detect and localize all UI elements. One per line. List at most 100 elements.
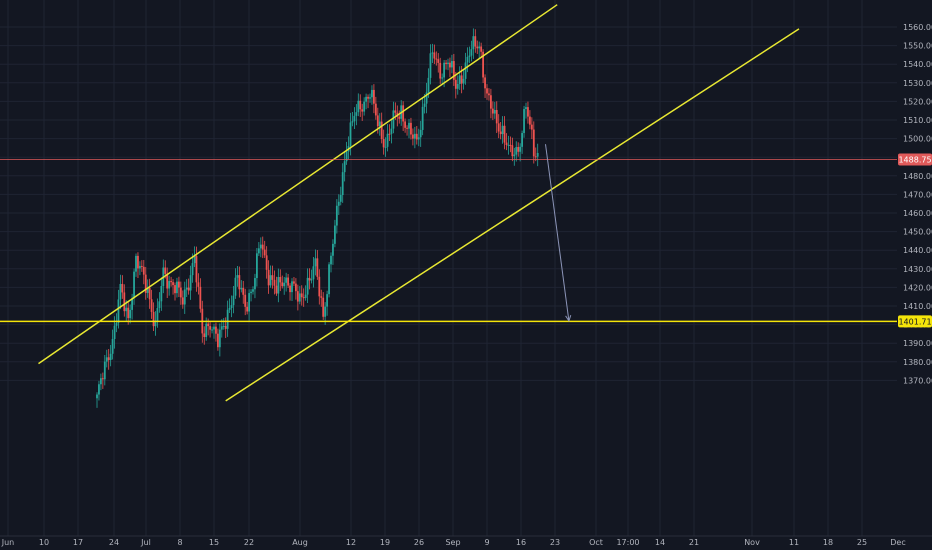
candle [234, 268, 237, 299]
candle [115, 313, 118, 333]
candle [238, 266, 241, 298]
x-tick-label: 18 [823, 538, 833, 547]
candle [332, 239, 334, 265]
candle [283, 276, 286, 295]
price-axis-panel[interactable] [897, 0, 932, 536]
time-axis-panel[interactable] [0, 536, 932, 550]
current-price-badge: 1488.75 [898, 153, 932, 166]
candle [285, 272, 288, 292]
candle [172, 279, 174, 295]
candle [295, 278, 297, 300]
y-tick-label: 1560.00 [903, 23, 932, 32]
candle [189, 265, 192, 300]
candle [335, 199, 338, 234]
candle [289, 283, 291, 301]
candle [425, 82, 428, 114]
candle [277, 268, 280, 303]
candle [121, 275, 124, 299]
candle [452, 53, 455, 86]
candle [213, 323, 215, 339]
projection-arrow-head [565, 315, 572, 323]
candle [183, 281, 186, 314]
candle [300, 285, 303, 306]
candle [105, 349, 108, 368]
candle [486, 84, 488, 100]
candle [304, 285, 307, 301]
candle [431, 43, 434, 63]
y-tick-label: 1430.00 [903, 265, 932, 274]
candle [257, 242, 260, 256]
candle [445, 59, 447, 70]
candle [98, 380, 100, 401]
candle [495, 101, 498, 133]
candle [374, 96, 377, 120]
x-tick-label: 26 [414, 538, 424, 547]
candle [240, 280, 243, 293]
candle [265, 246, 268, 279]
x-tick-label: 11 [789, 538, 799, 547]
x-tick-label: 9 [484, 538, 489, 547]
candle [142, 260, 145, 285]
candle [318, 269, 321, 305]
y-tick-label: 1410.00 [903, 302, 932, 311]
y-tick-label: 1550.00 [903, 42, 932, 51]
candle [129, 304, 132, 324]
candle [371, 85, 373, 105]
drawings[interactable] [0, 4, 897, 402]
y-tick-label: 1540.00 [903, 60, 932, 69]
candle [263, 240, 266, 258]
x-tick-label: 21 [689, 538, 699, 547]
candle [468, 46, 471, 63]
x-tick-label: 14 [655, 538, 665, 547]
candle [302, 288, 305, 307]
candle [250, 289, 252, 302]
candle [254, 273, 256, 299]
candle [150, 289, 153, 319]
channel-lower-line[interactable] [225, 28, 800, 402]
candle [306, 268, 309, 303]
candle [168, 275, 171, 296]
y-tick-label: 1450.00 [903, 228, 932, 237]
candle [419, 120, 422, 147]
candle [310, 269, 313, 284]
time-axis[interactable]: Jun 10 17 24 Jul 8 15 22 Aug 12 19 26 Sep 9 16 23 Oct 17:… [1, 538, 906, 547]
candle [458, 66, 461, 90]
candle [176, 277, 178, 298]
candle [320, 289, 323, 307]
channel-upper-line[interactable] [38, 4, 558, 365]
candle [343, 151, 346, 182]
candle [412, 128, 414, 146]
y-tick-label: 1420.00 [903, 283, 932, 292]
candle [523, 105, 525, 138]
x-tick-label: 19 [380, 538, 390, 547]
candle [466, 47, 469, 73]
candle [154, 311, 157, 336]
candle [525, 102, 527, 119]
candle [373, 84, 375, 114]
candle [402, 101, 405, 132]
y-tick-label: 1380.00 [903, 358, 932, 367]
candle [226, 300, 229, 337]
candle [211, 326, 213, 334]
candle [178, 276, 180, 298]
projection-arrow[interactable] [545, 144, 570, 321]
x-tick-label: 17 [73, 538, 83, 547]
candle [174, 282, 176, 301]
candle [140, 260, 143, 272]
x-tick-label: 8 [177, 538, 182, 547]
candle [123, 284, 126, 317]
candle [488, 88, 490, 101]
y-tick-label: 1510.00 [903, 116, 932, 125]
candle [259, 237, 262, 258]
candle [230, 295, 233, 318]
x-tick-label: 16 [516, 538, 526, 547]
candle [472, 28, 475, 59]
candle [139, 261, 141, 276]
candle [107, 349, 110, 370]
current-price-label: 1488.75 [898, 156, 931, 165]
candle [109, 344, 112, 367]
candle [357, 93, 360, 117]
candle [408, 119, 410, 139]
